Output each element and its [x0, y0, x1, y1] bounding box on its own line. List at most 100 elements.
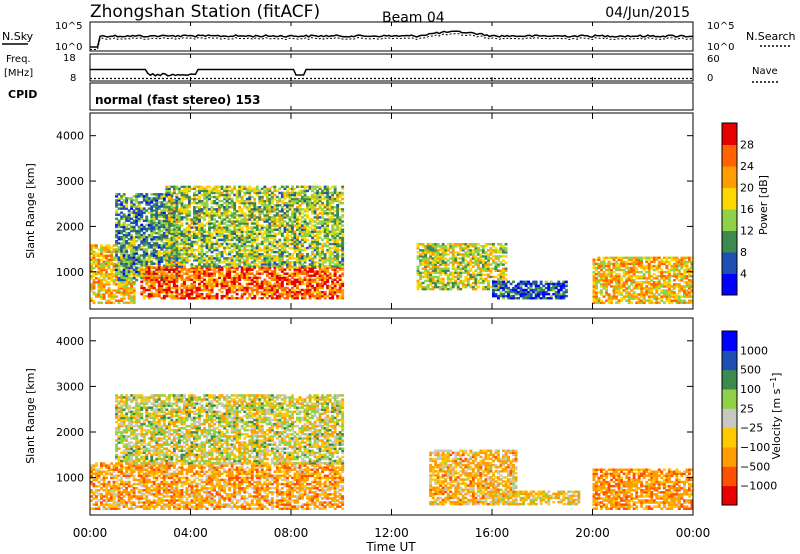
heatmap-cell [502, 263, 505, 266]
heatmap-cell [436, 271, 440, 275]
heatmap-cell [429, 267, 433, 270]
heatmap-cell [296, 244, 299, 248]
heatmap-cell [273, 286, 277, 290]
heatmap-cell [592, 272, 596, 276]
heatmap-cell [338, 222, 342, 225]
heatmap-cell [260, 218, 264, 221]
heatmap-cell [278, 197, 282, 201]
heatmap-cell [331, 228, 335, 231]
heatmap-cell [155, 250, 159, 253]
heatmap-cell [265, 191, 269, 195]
heatmap-cell [288, 282, 292, 286]
heatmap-cell [439, 261, 443, 264]
heatmap-cell [243, 230, 247, 233]
heatmap-cell [326, 232, 330, 236]
heatmap-cell [298, 257, 302, 260]
heatmap-cell [160, 238, 164, 241]
heatmap-cell [341, 284, 345, 288]
heatmap-cell [263, 206, 267, 209]
heatmap-cell [451, 277, 455, 281]
heatmap-cell [198, 238, 201, 242]
heatmap-cell [255, 253, 259, 256]
heatmap-cell [152, 286, 156, 290]
heatmap-cell [235, 199, 239, 203]
heatmap-cell [200, 280, 204, 284]
heatmap-cell [258, 199, 262, 203]
heatmap-cell [321, 212, 325, 215]
heatmap-cell [318, 228, 322, 231]
heatmap-cell [180, 242, 184, 246]
heatmap-cell [434, 267, 438, 270]
heatmap-cell [205, 197, 209, 201]
heatmap-cell [193, 212, 196, 215]
heatmap-cell [275, 206, 279, 209]
heatmap-cell [238, 236, 242, 240]
heatmap-cell [303, 257, 307, 260]
heatmap-cell [429, 249, 433, 252]
heatmap-cell [170, 297, 174, 300]
heatmap-cell [200, 201, 204, 205]
heatmap-cell [298, 276, 302, 280]
heatmap-cell [291, 214, 294, 217]
heatmap-cell [258, 297, 262, 300]
heatmap-cell [416, 271, 420, 275]
heatmap-cell [283, 185, 287, 189]
heatmap-cell [228, 263, 232, 266]
heatmap-cell [258, 261, 262, 264]
heatmap-cell [97, 289, 101, 292]
heatmap-cell [157, 254, 161, 257]
heatmap-cell [225, 224, 229, 227]
heatmap-cell [288, 257, 292, 260]
heatmap-cell [132, 276, 136, 280]
heatmap-cell [152, 278, 156, 282]
heatmap-cell [140, 264, 144, 267]
station-title: Zhongshan Station (fitACF) [90, 2, 320, 22]
heatmap-cell [494, 261, 498, 264]
heatmap-cell [185, 197, 189, 201]
heatmap-cell [120, 254, 124, 257]
heatmap-cell [213, 261, 217, 264]
heatmap-cell [283, 288, 287, 292]
heatmap-cell [122, 207, 126, 210]
heatmap-cell [228, 288, 232, 292]
heatmap-cell [117, 213, 121, 216]
heatmap-cell [233, 255, 237, 258]
heatmap-cell [160, 260, 164, 263]
heatmap-cell [157, 258, 161, 261]
heatmap-cell [140, 217, 144, 221]
heatmap-cell [150, 238, 154, 241]
heatmap-cell [190, 201, 194, 205]
heatmap-cell [210, 214, 214, 217]
heatmap-cell [157, 236, 161, 239]
heatmap-cell [157, 268, 161, 272]
heatmap-cell [476, 281, 480, 285]
freq-tick-top: 18 [63, 53, 76, 64]
heatmap-cell [140, 236, 144, 239]
heatmap-cell [512, 294, 516, 298]
heatmap-cell [188, 230, 191, 233]
heatmap-cell [323, 265, 327, 268]
heatmap-cell [142, 290, 146, 294]
heatmap-cell [260, 259, 264, 262]
heatmap-cell [308, 270, 312, 273]
heatmap-cell [288, 246, 292, 250]
heatmap-cell [235, 210, 239, 213]
heatmap-cell [243, 242, 247, 246]
heatmap-cell [275, 294, 279, 298]
heatmap-cell [263, 185, 267, 189]
heatmap-cell [248, 204, 252, 207]
heatmap-cell [323, 197, 327, 201]
heatmap-cell [135, 262, 139, 265]
heatmap-cell [170, 294, 174, 298]
heatmap-cell [308, 218, 312, 221]
heatmap-cell [170, 228, 174, 231]
heatmap-cell [311, 253, 315, 256]
heatmap-cell [542, 292, 546, 296]
heatmap-cell [185, 286, 189, 290]
heatmap-cell [308, 246, 312, 250]
heatmap-cell [268, 204, 272, 207]
heatmap-cell [162, 274, 166, 277]
heatmap-cell [145, 244, 149, 247]
heatmap-cell [338, 286, 342, 290]
heatmap-cell [117, 229, 121, 233]
